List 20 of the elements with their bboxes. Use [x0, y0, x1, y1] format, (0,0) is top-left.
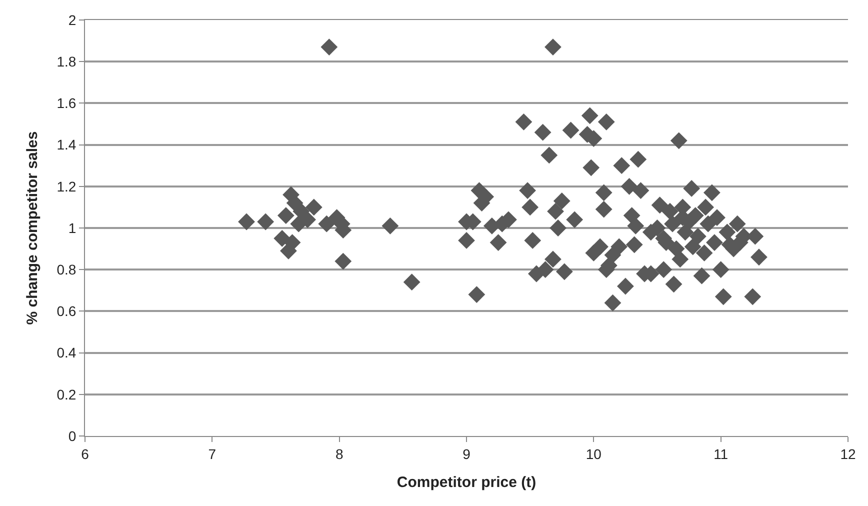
x-tick-label: 10 — [586, 446, 602, 462]
y-tick-label: 1.2 — [56, 178, 76, 194]
x-tick-label: 12 — [840, 446, 856, 462]
x-axis-title: Competitor price (t) — [396, 474, 536, 491]
x-tick-label: 9 — [462, 446, 471, 462]
y-tick-label: 1.4 — [56, 136, 76, 153]
x-tick-label: 6 — [81, 446, 90, 462]
y-tick-label: 0.6 — [56, 303, 76, 320]
x-tick-label: 11 — [714, 446, 728, 462]
x-tick-label: 7 — [208, 446, 216, 462]
y-tick-label: 0 — [68, 428, 76, 444]
y-tick-label: 0.8 — [56, 262, 76, 278]
y-tick-label: 2 — [68, 12, 76, 28]
x-tick-label: 8 — [335, 446, 344, 462]
y-tick-label: 1 — [68, 220, 76, 236]
y-tick-label: 1.8 — [56, 54, 76, 70]
y-axis-title: % change competitor sales — [24, 131, 41, 325]
y-tick-label: 0.4 — [56, 344, 76, 361]
y-tick-label: 1.6 — [56, 95, 76, 112]
y-tick-label: 0.2 — [56, 386, 76, 402]
